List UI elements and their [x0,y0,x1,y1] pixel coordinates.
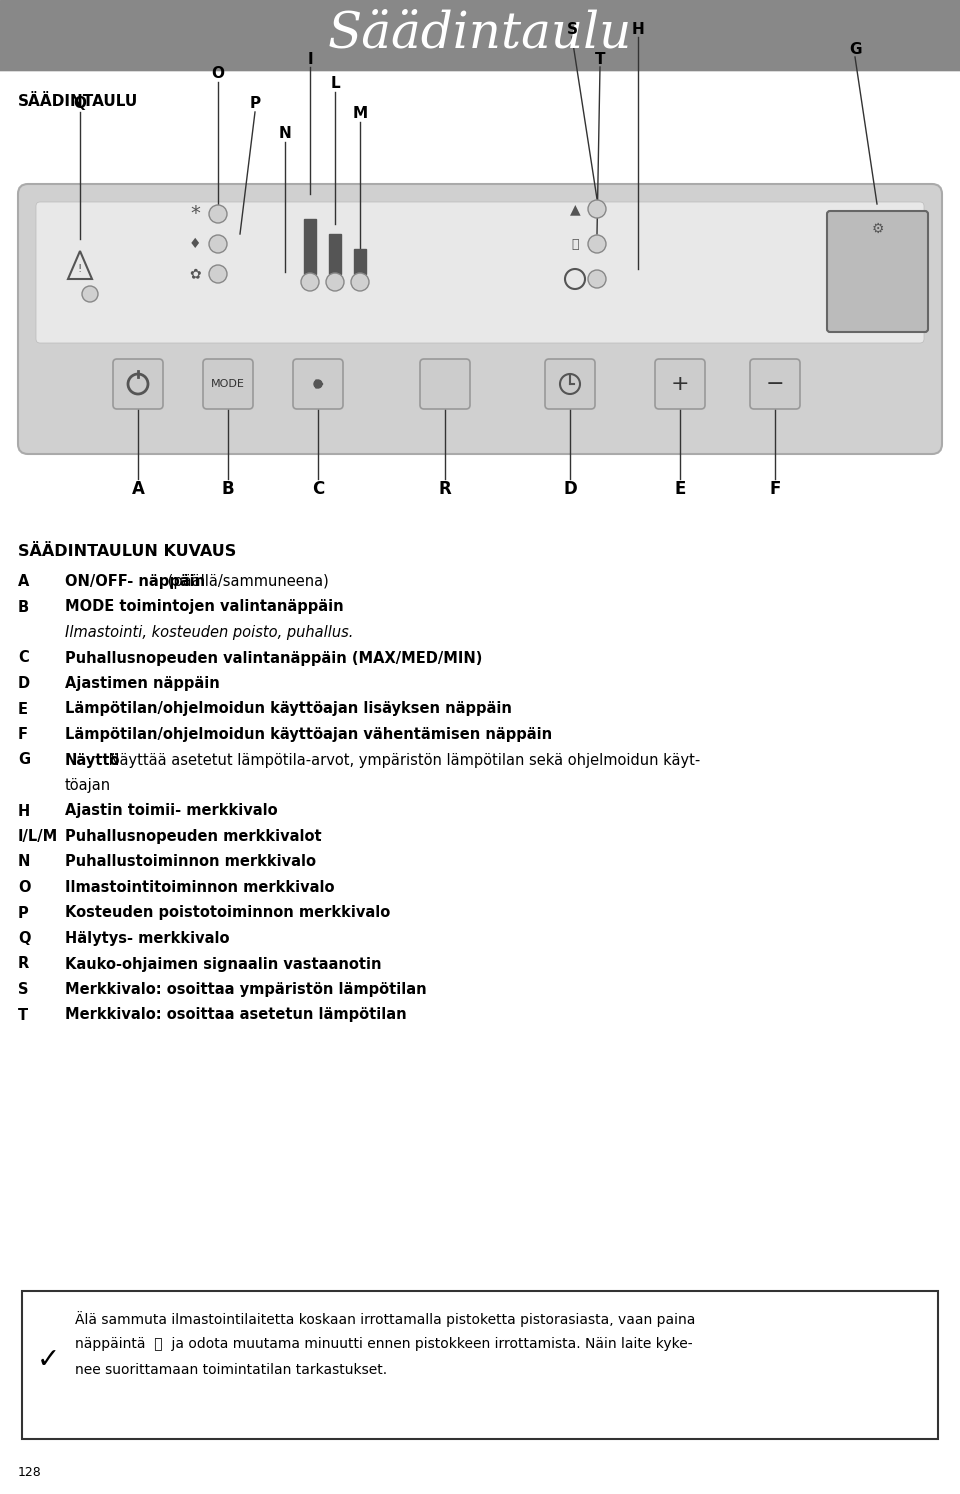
Text: Q: Q [74,97,86,112]
Circle shape [588,200,606,218]
Text: A: A [132,480,144,498]
Text: F: F [769,480,780,498]
Text: +: + [671,374,689,394]
Text: Ajastin toimii- merkkivalo: Ajastin toimii- merkkivalo [65,804,277,819]
Text: 🌡: 🌡 [571,238,579,251]
FancyBboxPatch shape [827,211,928,332]
Circle shape [209,235,227,252]
Circle shape [209,264,227,282]
Text: B: B [18,599,29,614]
Bar [22,1291,938,1439]
FancyBboxPatch shape [655,359,705,409]
Text: ON/OFF- näppäin: ON/OFF- näppäin [65,574,205,589]
Text: Hälytys- merkkivalo: Hälytys- merkkivalo [65,931,229,946]
Text: Lämpötilan/ohjelmoidun käyttöajan vähentämisen näppäin: Lämpötilan/ohjelmoidun käyttöajan vähent… [65,728,552,743]
Text: Näyttää asetetut lämpötila-arvot, ympäristön lämpötilan sekä ohjelmoidun käyt-: Näyttää asetetut lämpötila-arvot, ympäri… [105,753,701,768]
Text: H: H [18,804,31,819]
Text: MODE: MODE [211,379,245,388]
Text: E: E [674,480,685,498]
FancyBboxPatch shape [113,359,163,409]
Text: F: F [18,728,28,743]
FancyBboxPatch shape [750,359,800,409]
Text: *: * [190,205,200,224]
Text: Ajastimen näppäin: Ajastimen näppäin [65,675,220,692]
Text: Älä sammuta ilmastointilaitetta koskaan irrottamalla pistoketta pistorasiasta, v: Älä sammuta ilmastointilaitetta koskaan … [75,1312,695,1327]
Text: Ilmastointitoiminnon merkkivalo: Ilmastointitoiminnon merkkivalo [65,880,334,895]
Text: S: S [18,982,29,996]
Text: Lämpötilan/ohjelmoidun käyttöajan lisäyksen näppäin: Lämpötilan/ohjelmoidun käyttöajan lisäyk… [65,702,512,717]
Text: töajan: töajan [65,778,111,793]
Text: L: L [330,76,340,91]
Text: R: R [439,480,451,498]
Text: ✓: ✓ [36,1346,60,1374]
Text: (päällä/sammuneena): (päällä/sammuneena) [163,574,329,589]
Text: H: H [632,21,644,36]
Text: T: T [18,1007,28,1022]
Text: O: O [18,880,31,895]
Text: Näyttö: Näyttö [65,753,121,768]
Circle shape [209,205,227,223]
Text: E: E [18,702,28,717]
Text: 128: 128 [18,1466,41,1479]
Circle shape [82,285,98,302]
Text: G: G [849,42,861,57]
Text: nee suorittamaan toimintatilan tarkastukset.: nee suorittamaan toimintatilan tarkastuk… [75,1363,387,1377]
Text: C: C [312,480,324,498]
Text: ⚙: ⚙ [872,223,884,236]
FancyBboxPatch shape [293,359,343,409]
Text: Puhallusnopeuden merkkivalot: Puhallusnopeuden merkkivalot [65,829,322,844]
Text: Ilmastointi, kosteuden poisto, puhallus.: Ilmastointi, kosteuden poisto, puhallus. [65,624,353,639]
FancyBboxPatch shape [18,184,942,454]
Text: Säädintaulu: Säädintaulu [327,9,633,58]
Circle shape [314,379,322,388]
Text: O: O [211,67,225,82]
Text: I: I [307,51,313,67]
Text: A: A [18,574,30,589]
Circle shape [588,235,606,252]
Text: Merkkivalo: osoittaa ympäristön lämpötilan: Merkkivalo: osoittaa ympäristön lämpötil… [65,982,426,996]
Text: ✿: ✿ [189,267,201,281]
Text: näppäintä  ⓘ  ja odota muutama minuutti ennen pistokkeen irrottamista. Näin lait: näppäintä ⓘ ja odota muutama minuutti en… [75,1337,692,1351]
Circle shape [326,273,344,291]
Text: P: P [250,97,260,112]
Text: B: B [222,480,234,498]
FancyBboxPatch shape [203,359,253,409]
Text: Kauko-ohjaimen signaalin vastaanotin: Kauko-ohjaimen signaalin vastaanotin [65,956,381,971]
Text: Puhallustoiminnon merkkivalo: Puhallustoiminnon merkkivalo [65,855,316,870]
Text: C: C [18,650,29,665]
FancyBboxPatch shape [36,202,924,344]
Text: SÄÄDINTAULUN KUVAUS: SÄÄDINTAULUN KUVAUS [18,544,236,559]
Text: M: M [352,106,368,121]
Text: SÄÄDINTAULU: SÄÄDINTAULU [18,94,138,109]
Text: Q: Q [18,931,31,946]
Text: D: D [564,480,577,498]
Text: ♦: ♦ [189,238,202,251]
FancyBboxPatch shape [420,359,470,409]
Text: Kosteuden poistotoiminnon merkkivalo: Kosteuden poistotoiminnon merkkivalo [65,905,391,920]
Text: Merkkivalo: osoittaa asetetun lämpötilan: Merkkivalo: osoittaa asetetun lämpötilan [65,1007,407,1022]
Circle shape [351,273,369,291]
Text: R: R [18,956,29,971]
Text: −: − [766,374,784,394]
Text: N: N [278,127,292,142]
Text: T: T [595,51,605,67]
Text: ▲: ▲ [569,202,580,217]
FancyBboxPatch shape [545,359,595,409]
Text: !: ! [78,264,83,273]
Bar [304,220,316,273]
Text: Puhallusnopeuden valintanäppäin (MAX/MED/MIN): Puhallusnopeuden valintanäppäin (MAX/MED… [65,650,482,665]
Bar [0,0,960,72]
Text: S: S [566,21,578,36]
Circle shape [301,273,319,291]
Text: N: N [18,855,31,870]
Bar [354,249,366,273]
Text: D: D [18,675,30,692]
Text: P: P [18,905,29,920]
Text: MODE toimintojen valintanäppäin: MODE toimintojen valintanäppäin [65,599,344,614]
Circle shape [588,270,606,288]
Text: I/L/M: I/L/M [18,829,59,844]
Bar [329,235,341,273]
Text: G: G [18,753,30,768]
